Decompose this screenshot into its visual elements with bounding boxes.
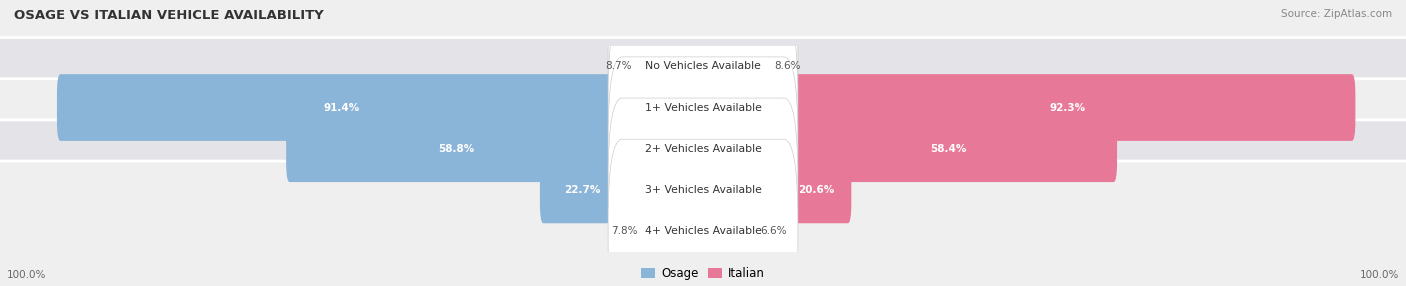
Text: 6.6%: 6.6% — [759, 226, 786, 236]
FancyBboxPatch shape — [780, 156, 852, 223]
FancyBboxPatch shape — [609, 0, 799, 158]
Text: 4+ Vehicles Available: 4+ Vehicles Available — [644, 226, 762, 236]
Text: 8.7%: 8.7% — [605, 61, 631, 71]
Text: 3+ Vehicles Available: 3+ Vehicles Available — [644, 185, 762, 195]
FancyBboxPatch shape — [0, 79, 1406, 219]
Text: Source: ZipAtlas.com: Source: ZipAtlas.com — [1281, 9, 1392, 19]
FancyBboxPatch shape — [609, 139, 799, 286]
Text: 100.0%: 100.0% — [1360, 270, 1399, 279]
Text: 7.8%: 7.8% — [612, 226, 638, 236]
FancyBboxPatch shape — [609, 98, 799, 282]
Text: 1+ Vehicles Available: 1+ Vehicles Available — [644, 103, 762, 112]
FancyBboxPatch shape — [56, 74, 626, 141]
Text: 58.8%: 58.8% — [437, 144, 474, 154]
Text: 22.7%: 22.7% — [565, 185, 600, 195]
FancyBboxPatch shape — [0, 0, 1406, 136]
Text: 8.6%: 8.6% — [775, 61, 800, 71]
FancyBboxPatch shape — [0, 120, 1406, 260]
Text: 92.3%: 92.3% — [1050, 103, 1085, 112]
FancyBboxPatch shape — [609, 16, 799, 199]
FancyBboxPatch shape — [287, 115, 626, 182]
Text: 91.4%: 91.4% — [323, 103, 360, 112]
FancyBboxPatch shape — [609, 57, 799, 241]
FancyBboxPatch shape — [540, 156, 626, 223]
Text: OSAGE VS ITALIAN VEHICLE AVAILABILITY: OSAGE VS ITALIAN VEHICLE AVAILABILITY — [14, 9, 323, 21]
FancyBboxPatch shape — [780, 115, 1118, 182]
Text: 20.6%: 20.6% — [797, 185, 834, 195]
Legend: Osage, Italian: Osage, Italian — [641, 267, 765, 280]
Text: 100.0%: 100.0% — [7, 270, 46, 279]
FancyBboxPatch shape — [0, 161, 1406, 286]
Text: No Vehicles Available: No Vehicles Available — [645, 61, 761, 71]
FancyBboxPatch shape — [0, 37, 1406, 178]
Text: 2+ Vehicles Available: 2+ Vehicles Available — [644, 144, 762, 154]
FancyBboxPatch shape — [780, 74, 1355, 141]
Text: 58.4%: 58.4% — [931, 144, 967, 154]
